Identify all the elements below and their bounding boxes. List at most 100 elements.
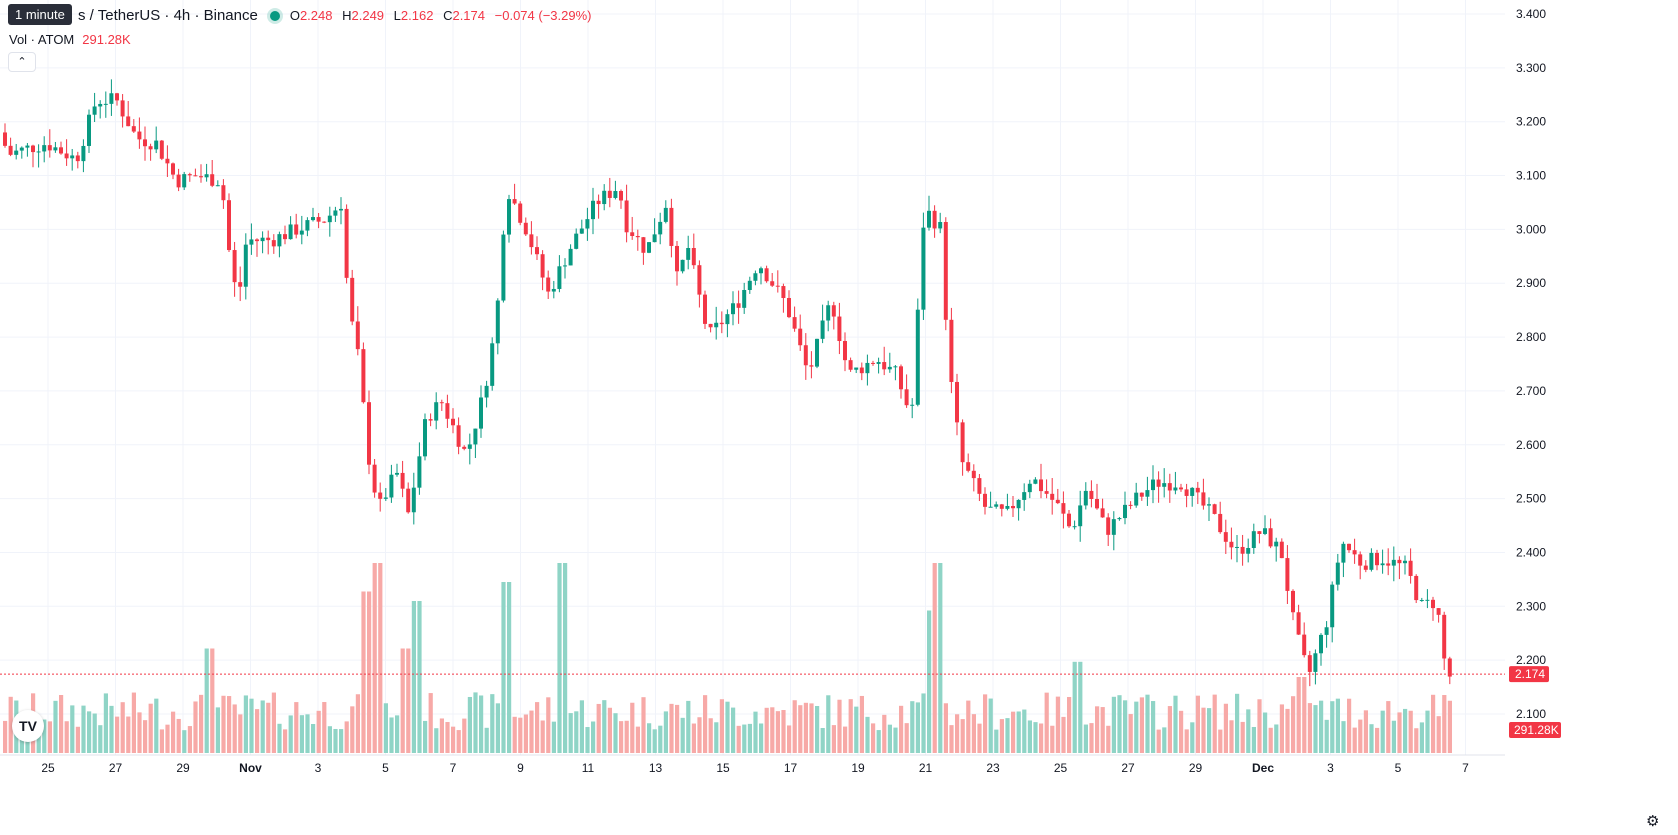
candle-body [182,174,187,188]
volume-bar [647,723,652,753]
candle-body [854,367,859,370]
volume-bar [988,698,993,753]
volume-bar [171,711,176,753]
gear-icon[interactable]: ⚙ [1646,813,1660,830]
volume-bar [770,707,775,753]
candle-body [1341,543,1346,563]
volume-bar [501,582,506,753]
volume-bar [887,724,892,753]
candle-body [1061,503,1066,514]
candle-body [350,277,355,322]
candle-body [882,362,887,370]
candle-body [635,235,640,238]
volume-bar [563,563,568,753]
candle-body [1167,483,1172,491]
volume-bar [1341,721,1346,753]
collapse-legend-button[interactable]: ⌃ [8,52,36,72]
volume-bar [871,723,876,753]
volume-bar [994,729,999,753]
volume-bar [949,725,954,753]
time-tick-label: 29 [176,761,190,775]
time-tick-label: 9 [517,761,524,775]
volume-bar [1386,701,1391,753]
volume-bar [1246,709,1251,753]
volume-bar [204,648,209,753]
volume-bar [574,711,579,753]
candle-body [865,362,870,374]
volume-bar [8,696,13,753]
candle-body [798,328,803,346]
volume-legend[interactable]: Vol · ATOM 291.28K [9,32,131,47]
volume-bar [669,703,674,753]
price-tick-label: 3.400 [1516,7,1546,21]
candle-body [1240,546,1245,554]
time-tick-label: Nov [239,761,262,775]
volume-bar [859,695,864,753]
volume-bar [344,721,349,753]
volume-bar [1027,720,1032,753]
candle-body [809,365,814,367]
candle-body [434,402,439,421]
candle-body [1111,519,1116,535]
volume-bar [165,724,170,753]
volume-bar [557,563,562,753]
candle-body [1218,513,1223,533]
volume-bar [1369,724,1374,753]
symbol-title[interactable]: s / TetherUS · 4h · Binance [78,7,258,24]
time-tick-label: 13 [649,761,663,775]
candle-body [171,163,175,175]
volume-bar [1274,724,1279,753]
volume-bar [423,720,428,753]
symbol-legend[interactable]: s / TetherUS · 4h · Binance O2.248 H2.24… [78,7,598,24]
volume-bar [1145,694,1150,753]
volume-bar [1106,725,1111,753]
price-tick-label: 2.600 [1516,438,1546,452]
candle-body [742,289,747,308]
time-tick-label: 15 [716,761,730,775]
chevron-up-icon: ⌃ [17,56,27,68]
volume-bar [322,702,327,753]
price-tick-label: 2.400 [1516,545,1546,559]
low-label: L [393,8,401,23]
candle-body [574,233,579,249]
candle-body [131,126,136,132]
volume-bar [619,721,624,753]
volume-bar [523,714,528,753]
candle-body [1268,528,1273,547]
volume-bar [87,711,92,753]
volume-bar [456,730,461,753]
tradingview-logo[interactable]: TV [12,710,44,742]
volume-bar [809,703,814,753]
candle-body [333,210,338,216]
candle-body [1302,634,1307,656]
volume-bar [831,725,836,753]
volume-bar [109,705,114,753]
candle-body [187,174,192,176]
candle-body [731,303,735,315]
volume-bar [893,727,898,753]
volume-bar [551,721,556,753]
candle-body [423,419,427,457]
price-tick-label: 2.200 [1516,653,1546,667]
volume-bar [367,591,372,753]
volume-bar [955,714,960,753]
volume-bar [131,692,136,753]
candle-body [1106,517,1111,535]
candle-body [697,265,702,295]
volume-bar [1330,701,1335,753]
volume-bar [680,717,685,753]
volume-bar [255,709,260,753]
volume-bar [490,694,495,753]
candle-body [686,248,691,260]
volume-bar [445,722,450,753]
time-tick-label: 29 [1189,761,1203,775]
candle-body [871,362,875,364]
candle-body [417,456,422,488]
candle-body [305,220,310,231]
volume-bar [361,591,366,753]
volume-bar [719,699,724,753]
candle-body [64,153,69,159]
candle-body [53,147,58,151]
candle-body [1403,560,1407,564]
